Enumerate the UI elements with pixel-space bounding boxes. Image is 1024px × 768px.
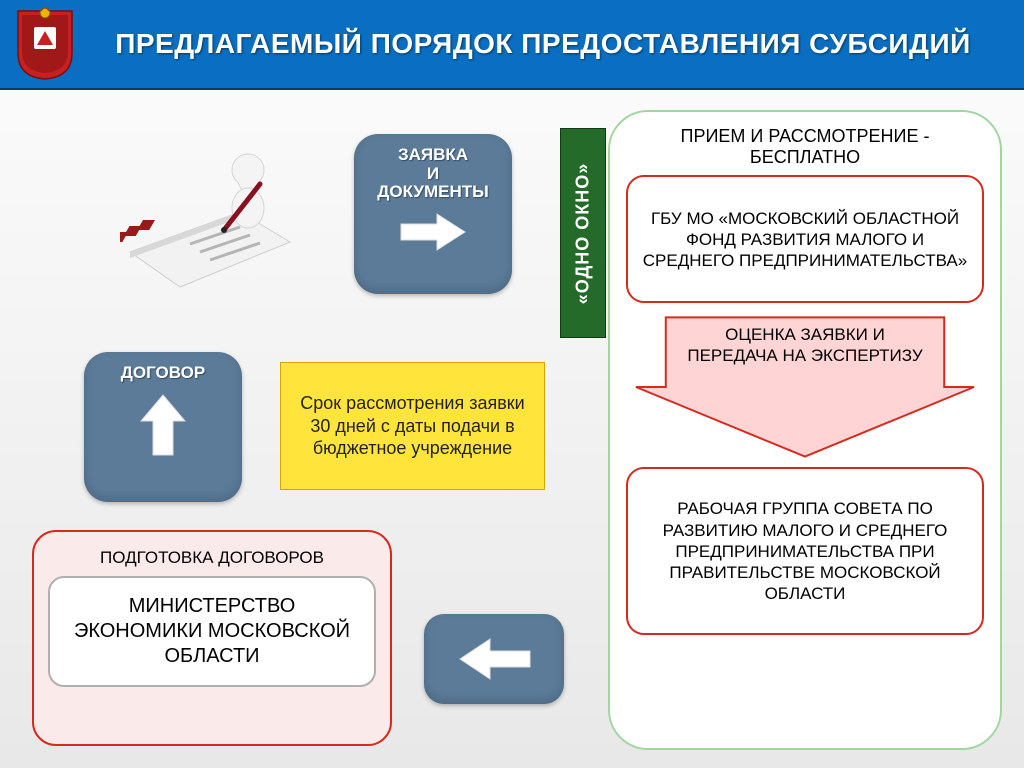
one-window-tab: «ОДНО ОКНО» bbox=[560, 128, 606, 338]
right-box-council-text: РАБОЧАЯ ГРУППА СОВЕТА ПО РАЗВИТИЮ МАЛОГО… bbox=[642, 498, 968, 604]
arrow-right-icon bbox=[397, 210, 469, 254]
page-title: ПРЕДЛАГАЕМЫЙ ПОРЯДОК ПРЕДОСТАВЛЕНИЯ СУБС… bbox=[76, 29, 1010, 60]
checklist-illustration bbox=[120, 142, 310, 292]
diagram-canvas: ЗАЯВКА И ДОКУМЕНТЫ ДОГОВОР Срок рассмотр… bbox=[0, 90, 1024, 768]
ministry-box-text: МИНИСТЕРСТВО ЭКОНОМИКИ МОСКОВСКОЙ ОБЛАСТ… bbox=[74, 595, 350, 667]
arrow-up-icon bbox=[137, 391, 189, 461]
ministry-box: МИНИСТЕРСТВО ЭКОНОМИКИ МОСКОВСКОЙ ОБЛАСТ… bbox=[48, 576, 376, 687]
arrow-down-label: ОЦЕНКА ЗАЯВКИ И ПЕРЕДАЧА НА ЭКСПЕРТИЗУ bbox=[626, 325, 984, 366]
one-window-label: «ОДНО ОКНО» bbox=[573, 162, 594, 304]
right-box-fund: ГБУ МО «МОСКОВСКИЙ ОБЛАСТНОЙ ФОНД РАЗВИТ… bbox=[626, 175, 984, 303]
tile-arrow-left bbox=[424, 614, 564, 704]
tile-application-label: ЗАЯВКА И ДОКУМЕНТЫ bbox=[362, 146, 504, 202]
ministry-heading: ПОДГОТОВКА ДОГОВОРОВ bbox=[48, 544, 376, 576]
tile-application: ЗАЯВКА И ДОКУМЕНТЫ bbox=[354, 134, 512, 294]
region-emblem bbox=[14, 7, 76, 81]
deadline-note-text: Срок рассмотрения заявки 30 дней с даты … bbox=[295, 392, 530, 460]
right-box-council: РАБОЧАЯ ГРУППА СОВЕТА ПО РАЗВИТИЮ МАЛОГО… bbox=[626, 467, 984, 635]
right-box-fund-text: ГБУ МО «МОСКОВСКИЙ ОБЛАСТНОЙ ФОНД РАЗВИТ… bbox=[642, 208, 968, 272]
arrow-down-evaluation: ОЦЕНКА ЗАЯВКИ И ПЕРЕДАЧА НА ЭКСПЕРТИЗУ bbox=[626, 311, 984, 461]
ministry-container: ПОДГОТОВКА ДОГОВОРОВ МИНИСТЕРСТВО ЭКОНОМ… bbox=[32, 530, 392, 746]
right-heading: ПРИЕМ И РАССМОТРЕНИЕ - БЕСПЛАТНО bbox=[626, 126, 984, 167]
arrow-left-icon bbox=[454, 633, 534, 685]
tile-contract-label: ДОГОВОР bbox=[92, 364, 234, 383]
tile-contract: ДОГОВОР bbox=[84, 352, 242, 502]
deadline-note: Срок рассмотрения заявки 30 дней с даты … bbox=[280, 362, 545, 490]
one-window-container: ПРИЕМ И РАССМОТРЕНИЕ - БЕСПЛАТНО ГБУ МО … bbox=[608, 110, 1002, 750]
page-header: ПРЕДЛАГАЕМЫЙ ПОРЯДОК ПРЕДОСТАВЛЕНИЯ СУБС… bbox=[0, 0, 1024, 90]
